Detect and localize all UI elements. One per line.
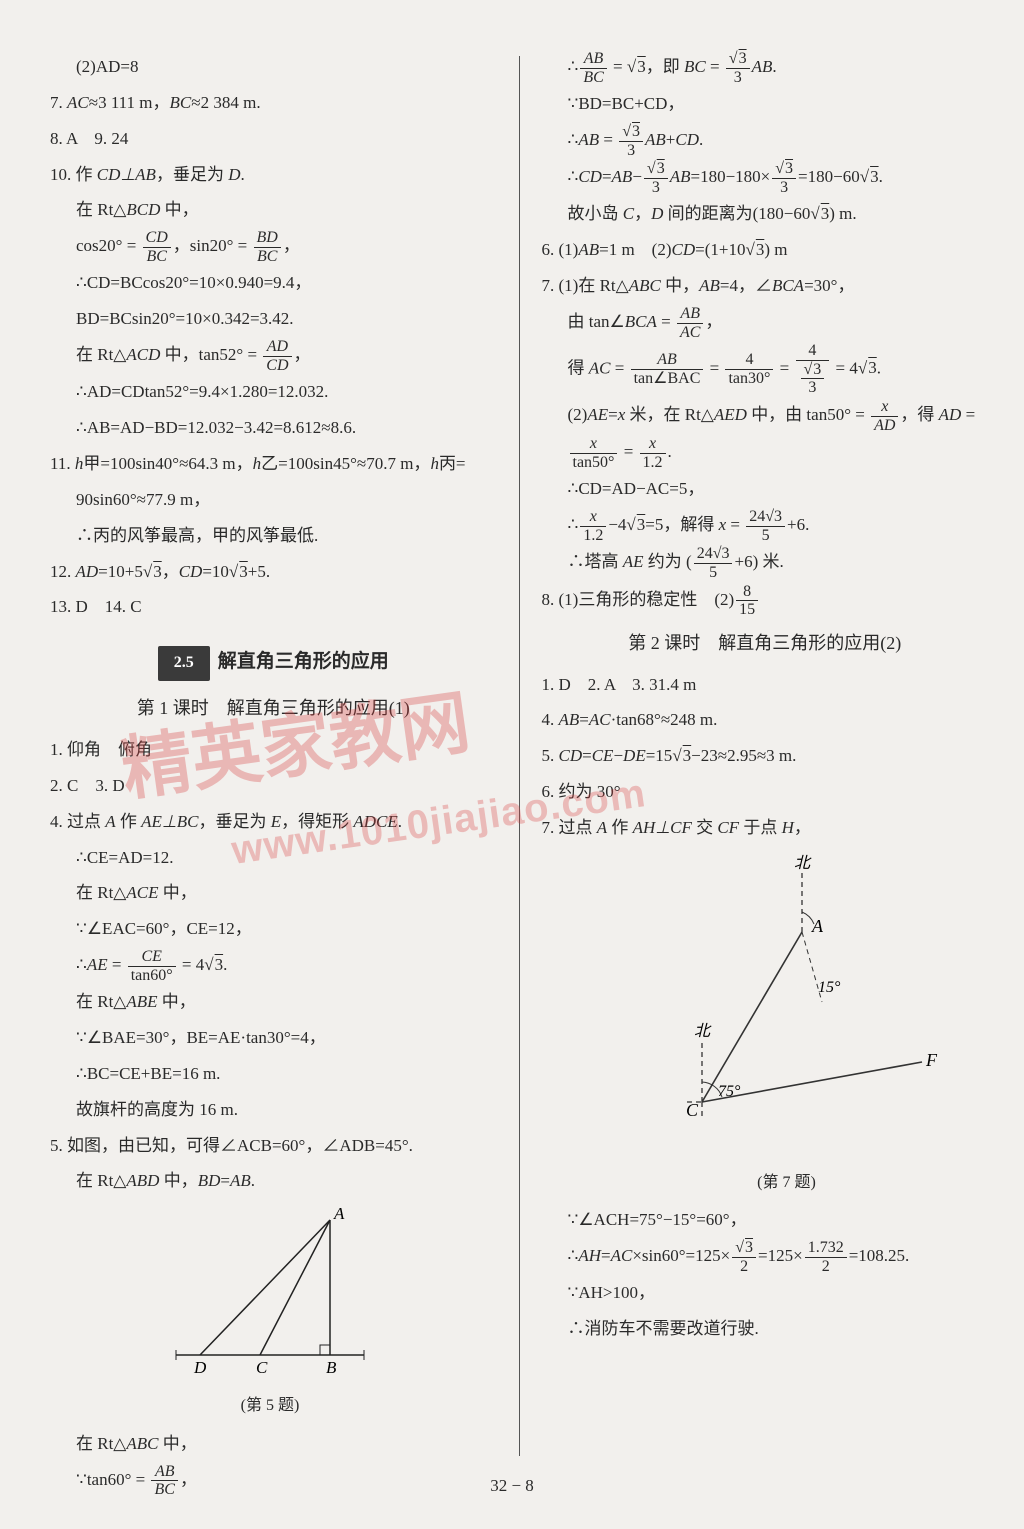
text-line: 8. A 9. 24	[50, 122, 497, 157]
text-line: cos20° = CDBC，sin20° = BDBC，	[50, 229, 497, 265]
svg-text:C: C	[686, 1100, 699, 1120]
text-line: 4. AB=AC·tan68°≈248 m.	[542, 703, 989, 738]
text-line: ∴AD=CDtan52°=9.4×1.280=12.032.	[50, 375, 497, 410]
svg-text:A: A	[811, 916, 824, 936]
text-line: 6. (1)AB=1 m (2)CD=(1+10√3) m	[542, 233, 989, 268]
text-line: ∵∠ACH=75°−15°=60°，	[542, 1203, 989, 1238]
subsection-heading: 第 2 课时 解直角三角形的应用(2)	[542, 625, 989, 662]
text-line: 5. 如图，由已知，可得∠ACB=60°，∠ADB=45°.	[50, 1129, 497, 1164]
text-line: 由 tan∠BCA = ABAC，	[542, 305, 989, 341]
text-line: ∵∠EAC=60°，CE=12，	[50, 912, 497, 947]
text-line: 11. h甲=100sin40°≈64.3 m，h乙=100sin45°≈70.…	[50, 447, 497, 482]
svg-text:75°: 75°	[718, 1083, 741, 1100]
figure-caption: (第 7 题)	[622, 1167, 952, 1200]
text-line: 5. CD=CE−DE=15√3−23≈2.95≈3 m.	[542, 739, 989, 774]
svg-text:北: 北	[794, 854, 812, 872]
svg-text:15°: 15°	[818, 979, 841, 996]
section-tag: 2.5	[158, 646, 210, 681]
text-line: 7. 过点 A 作 AH⊥CF 交 CF 于点 H，	[542, 811, 989, 846]
svg-text:F: F	[925, 1050, 938, 1070]
figure-7: 北 北 A C F 15° 75°	[622, 852, 952, 1200]
text-line: 得 AC = ABtan∠BAC = 4tan30° = 4√33 = 4√3.	[542, 342, 989, 397]
text-line: ∴塔高 AE 约为 (24√35+6) 米.	[542, 545, 989, 581]
text-line: ∴x1.2−4√3=5，解得 x = 24√35+6.	[542, 508, 989, 544]
svg-text:A: A	[333, 1205, 345, 1223]
text-line: ∵tan60° = ABBC，	[50, 1463, 497, 1499]
text-line: ∴AB = √33AB+CD.	[542, 123, 989, 159]
text-line: ∴ABBC = √3，即 BC = √33AB.	[542, 50, 989, 86]
text-line: 6. 约为 30°	[542, 775, 989, 810]
text-line: 1. D 2. A 3. 31.4 m	[542, 668, 989, 703]
text-line: ∵BD=BC+CD，	[542, 87, 989, 122]
text-line: ∴CE=AD=12.	[50, 841, 497, 876]
text-line: 13. D 14. C	[50, 590, 497, 625]
left-column: (2)AD=8 7. AC≈3 111 m，BC≈2 384 m. 8. A 9…	[50, 50, 519, 1450]
text-line: ∴BC=CE+BE=16 m.	[50, 1057, 497, 1092]
text-line: ∴CD=BCcos20°=10×0.940=9.4，	[50, 266, 497, 301]
svg-text:D: D	[193, 1358, 207, 1375]
text-line: 在 Rt△ABE 中，	[50, 985, 497, 1020]
text-line: 7. AC≈3 111 m，BC≈2 384 m.	[50, 86, 497, 121]
text-line: ∵AH>100，	[542, 1276, 989, 1311]
text-line: 在 Rt△ACE 中，	[50, 876, 497, 911]
text-line: 8. (1)三角形的稳定性 (2)815	[542, 583, 989, 619]
text-line: ∴消防车不需要改道行驶.	[542, 1312, 989, 1347]
svg-text:B: B	[326, 1358, 337, 1375]
text-line: 在 Rt△BCD 中，	[50, 193, 497, 228]
text-line: 在 Rt△ACD 中，tan52° = ADCD，	[50, 338, 497, 374]
text-line: 故小岛 C，D 间的距离为(180−60√3) m.	[542, 197, 989, 232]
svg-text:C: C	[256, 1358, 268, 1375]
text-line: 4. 过点 A 作 AE⊥BC，垂足为 E，得矩形 ADCE.	[50, 805, 497, 840]
text-line: ∴AB=AD−BD=12.032−3.42=8.612≈8.6.	[50, 411, 497, 446]
subsection-heading: 第 1 课时 解直角三角形的应用(1)	[50, 690, 497, 727]
section-heading: 2.5解直角三角形的应用	[50, 643, 497, 682]
text-line: 故旗杆的高度为 16 m.	[50, 1093, 497, 1128]
text-line: 90sin60°≈77.9 m，	[50, 483, 497, 518]
text-line: 10. 作 CD⊥AB，垂足为 D.	[50, 158, 497, 193]
text-line: 在 Rt△ABD 中，BD=AB.	[50, 1164, 497, 1199]
text-line: ∴AE = CEtan60° = 4√3.	[50, 948, 497, 984]
text-line: 7. (1)在 Rt△ABC 中，AB=4，∠BCA=30°，	[542, 269, 989, 304]
text-line: 1. 仰角 俯角	[50, 733, 497, 768]
text-line: ∴CD=AB−√33AB=180−180×√33=180−60√3.	[542, 160, 989, 196]
text-line: ∴丙的风筝最高，甲的风筝最低.	[50, 519, 497, 554]
text-line: 在 Rt△ABC 中，	[50, 1427, 497, 1462]
right-column: ∴ABBC = √3，即 BC = √33AB. ∵BD=BC+CD， ∴AB …	[520, 50, 989, 1450]
text-line: 2. C 3. D	[50, 769, 497, 804]
text-line: xtan50° = x1.2.	[542, 435, 989, 471]
text-line: 12. AD=10+5√3，CD=10√3+5.	[50, 555, 497, 590]
svg-text:北: 北	[694, 1022, 712, 1040]
text-line: ∴AH=AC×sin60°=125×√32=125×1.7322=108.25.	[542, 1239, 989, 1275]
figure-caption: (第 5 题)	[170, 1390, 370, 1423]
text-line: (2)AE=x 米，在 Rt△AED 中，由 tan50° = xAD，得 AD…	[542, 398, 989, 434]
text-line: ∵∠BAE=30°，BE=AE·tan30°=4，	[50, 1021, 497, 1056]
text-line: ∴CD=AD−AC=5，	[542, 472, 989, 507]
text-line: BD=BCsin20°=10×0.342=3.42.	[50, 302, 497, 337]
figure-5: A D C B (第 5 题)	[170, 1205, 370, 1423]
text-line: (2)AD=8	[50, 50, 497, 85]
